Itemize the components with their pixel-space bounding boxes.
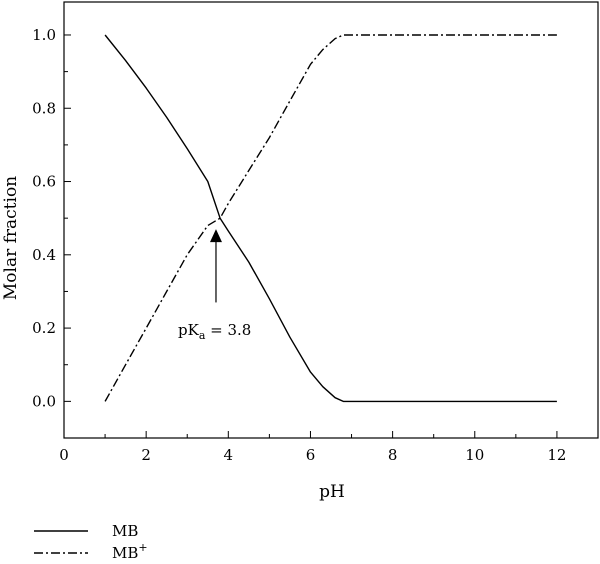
series-mb-line	[104, 34, 557, 403]
y-tick-label: 0.0	[32, 392, 56, 410]
pka-annotation-label: pKa = 3.8	[178, 321, 251, 342]
y-axis-title: Molar fraction	[1, 176, 21, 300]
x-tick-label: 12	[547, 446, 566, 464]
pka-annotation-rest: = 3.8	[205, 321, 251, 339]
legend-mbplus-main: MB	[112, 544, 138, 562]
pka-arrow-head	[209, 229, 222, 243]
y-tick-label: 1.0	[32, 26, 56, 44]
x-axis-title: pH	[319, 482, 345, 502]
y-tick-label: 0.6	[32, 173, 56, 191]
y-tick-label: 0.4	[32, 246, 56, 264]
series-mbplus-line	[104, 34, 557, 402]
x-tick-label: 10	[465, 446, 484, 464]
x-tick-label: 4	[224, 446, 234, 464]
legend: MB MB+	[34, 522, 148, 562]
pka-annotation-sub: a	[199, 329, 206, 342]
x-tick-label: 0	[59, 446, 69, 464]
y-tick-label: 0.8	[32, 99, 56, 117]
x-tick-label: 2	[141, 446, 151, 464]
x-tick-label: 6	[306, 446, 316, 464]
legend-mbplus-sup: +	[138, 541, 147, 554]
legend-mb-label: MB	[112, 522, 138, 540]
pka-annotation-main: pK	[178, 321, 200, 339]
x-tick-label: 8	[388, 446, 398, 464]
plot-frame	[63, 1, 599, 439]
legend-mbplus-label: MB+	[112, 541, 148, 562]
y-tick-label: 0.2	[32, 319, 56, 337]
